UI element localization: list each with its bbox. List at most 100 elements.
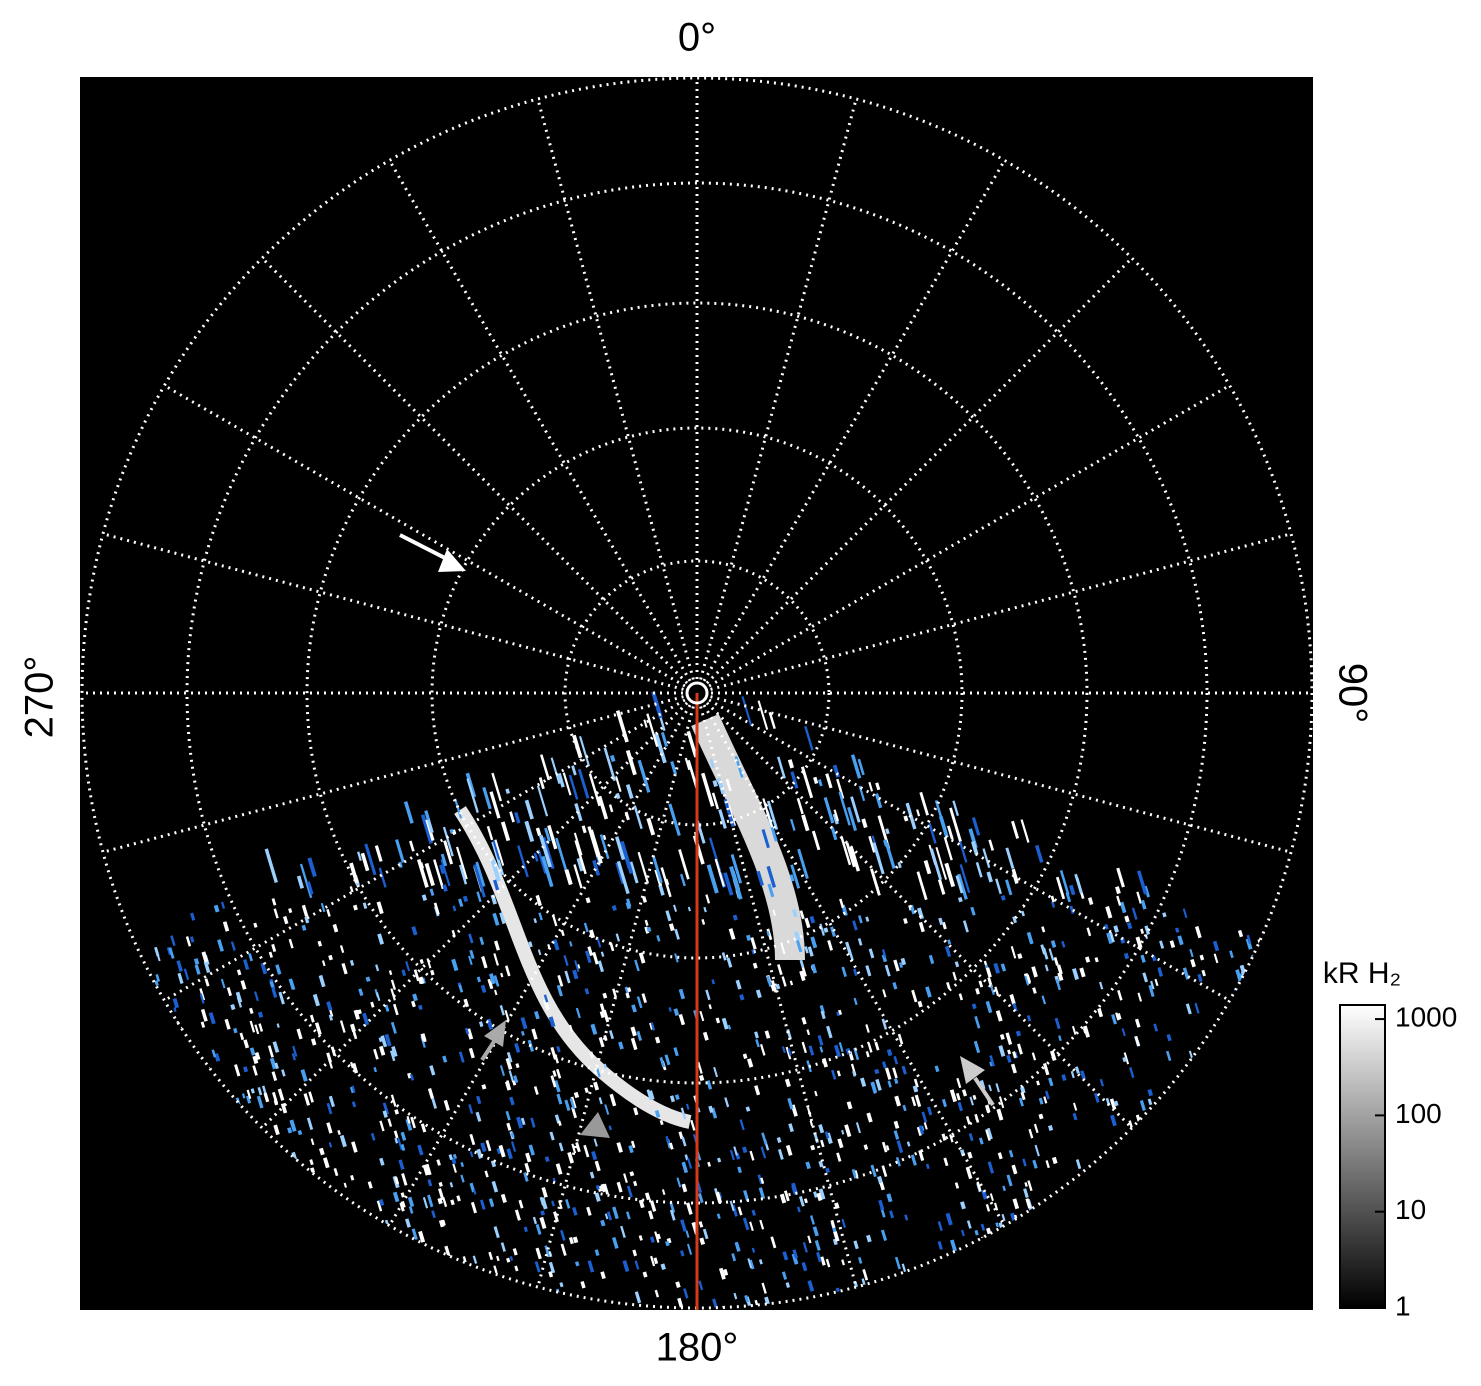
- emission-streak: [1054, 1017, 1061, 1030]
- emission-streak: [1028, 1128, 1034, 1139]
- emission-streak: [500, 1193, 507, 1204]
- emission-streak: [201, 951, 209, 963]
- emission-streak: [1129, 1067, 1135, 1079]
- emission-streak: [598, 1097, 603, 1105]
- emission-streak: [480, 1142, 487, 1153]
- emission-streak: [925, 986, 932, 998]
- emission-streak: [955, 875, 964, 894]
- emission-streak: [674, 953, 679, 963]
- emission-streak: [789, 818, 796, 831]
- emission-streak: [370, 1132, 376, 1141]
- emission-streak: [995, 878, 1002, 895]
- emission-streak: [758, 1259, 763, 1265]
- emission-streak: [1150, 980, 1155, 990]
- emission-streak: [901, 1065, 907, 1075]
- emission-streak: [927, 1106, 933, 1116]
- emission-streak: [823, 927, 829, 933]
- emission-streak: [969, 1096, 974, 1106]
- emission-streak: [533, 1086, 539, 1095]
- emission-streak: [564, 1099, 571, 1112]
- emission-streak: [1011, 820, 1020, 839]
- emission-streak: [615, 776, 622, 793]
- emission-streak: [478, 1021, 484, 1028]
- emission-streak: [504, 965, 511, 977]
- emission-streak: [421, 1035, 427, 1043]
- emission-streak: [1072, 1112, 1078, 1121]
- emission-streak: [638, 1235, 643, 1241]
- emission-streak: [1005, 847, 1015, 870]
- emission-streak: [1115, 1012, 1120, 1021]
- emission-streak: [530, 1117, 536, 1128]
- emission-streak: [473, 864, 486, 898]
- emission-streak: [955, 1092, 961, 1101]
- emission-streak: [492, 912, 500, 926]
- emission-streak: [806, 1029, 811, 1036]
- emission-streak: [309, 1159, 314, 1166]
- emission-streak: [604, 1213, 609, 1220]
- emission-streak: [623, 1173, 628, 1183]
- emission-streak: [1177, 935, 1184, 946]
- emission-streak: [831, 1069, 837, 1080]
- emission-streak: [813, 776, 819, 784]
- emission-streak: [429, 1065, 436, 1076]
- emission-streak: [772, 909, 777, 916]
- emission-streak: [514, 1043, 521, 1053]
- emission-streak: [733, 1292, 738, 1300]
- emission-streak: [544, 827, 551, 842]
- emission-streak: [564, 869, 573, 886]
- emission-streak: [594, 1192, 601, 1202]
- emission-streak: [252, 1065, 258, 1076]
- emission-streak: [496, 1147, 502, 1155]
- arrows: [399, 533, 995, 1138]
- emission-streak: [643, 719, 648, 728]
- emission-streak: [1147, 1089, 1154, 1097]
- emission-streak: [301, 904, 309, 917]
- emission-streak: [533, 852, 539, 862]
- emission-streak: [1041, 926, 1046, 933]
- emission-streak: [678, 849, 690, 880]
- emission-streak: [986, 1227, 992, 1235]
- emission-streak: [853, 1240, 859, 1250]
- emission-streak: [541, 1186, 548, 1198]
- emission-streak: [514, 811, 521, 824]
- emission-streak: [634, 1260, 640, 1270]
- emission-streak: [1036, 1080, 1040, 1086]
- emission-streak: [291, 1053, 296, 1061]
- emission-streak: [626, 1211, 631, 1220]
- emission-streak: [470, 1201, 477, 1214]
- emission-streak: [744, 1294, 749, 1303]
- emission-streak: [1147, 1098, 1153, 1106]
- emission-streak: [560, 929, 565, 937]
- emission-streak: [833, 809, 839, 822]
- emission-streak: [409, 840, 415, 852]
- colorbar-tick-label: 1000: [1395, 1001, 1457, 1032]
- emission-streak: [1165, 1050, 1172, 1062]
- emission-streak: [680, 1219, 687, 1232]
- emission-streak: [528, 941, 533, 948]
- emission-streak: [243, 959, 250, 971]
- emission-streak: [795, 940, 803, 953]
- emission-streak: [593, 1138, 598, 1147]
- emission-streak: [973, 1040, 981, 1054]
- emission-streak: [766, 865, 777, 888]
- emission-streak: [872, 842, 885, 875]
- emission-streak: [208, 1012, 216, 1025]
- emission-streak: [1074, 873, 1083, 894]
- emission-streak: [557, 1120, 562, 1126]
- emission-streak: [729, 1200, 735, 1212]
- emission-streak: [965, 1166, 973, 1180]
- emission-streak: [431, 1097, 438, 1109]
- emission-streak: [560, 1229, 566, 1241]
- emission-streak: [568, 1236, 574, 1245]
- emission-streak: [781, 1046, 786, 1054]
- emission-streak: [220, 901, 226, 909]
- emission-streak: [512, 1080, 517, 1086]
- emission-streak: [558, 1142, 564, 1152]
- emission-streak: [465, 772, 477, 798]
- emission-streak: [833, 1231, 840, 1242]
- emission-streak: [892, 1067, 898, 1079]
- emission-streak: [840, 836, 852, 866]
- emission-streak: [687, 906, 691, 912]
- emission-streak: [726, 957, 733, 968]
- emission-streak: [239, 1032, 245, 1041]
